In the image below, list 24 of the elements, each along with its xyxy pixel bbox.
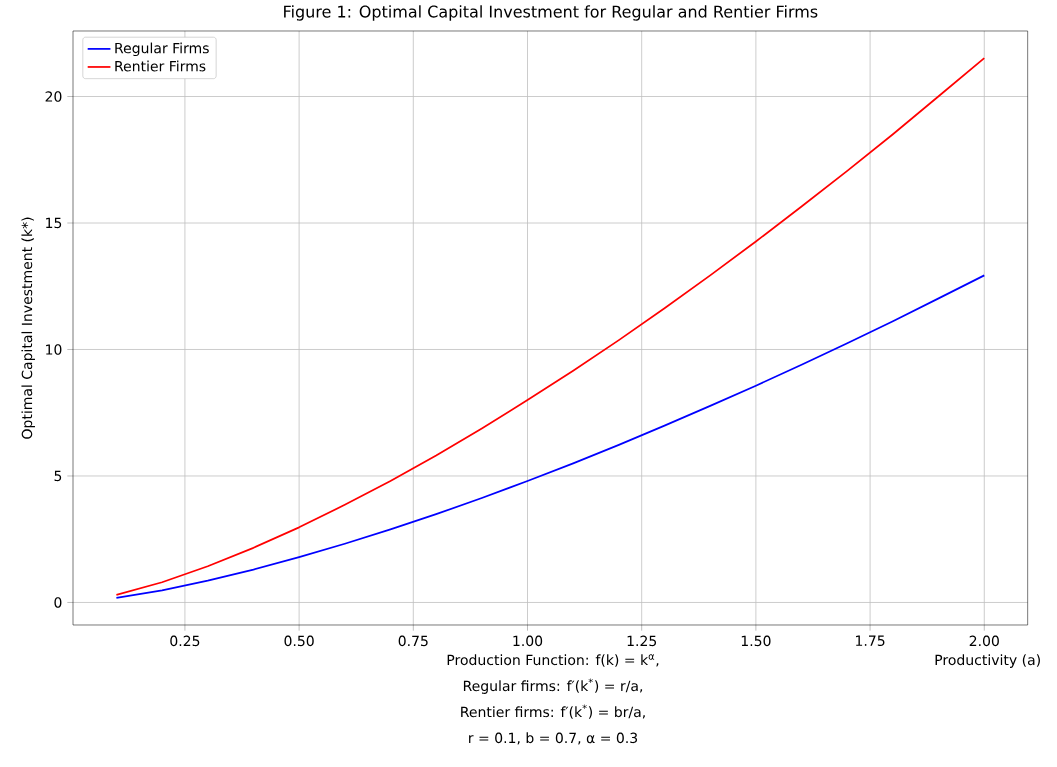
legend-label: Regular Firms xyxy=(115,42,209,57)
y-tick-label: 5 xyxy=(54,470,62,482)
y-tick-label: 10 xyxy=(46,344,62,355)
x-tick-label: 0.25 xyxy=(170,635,200,647)
x-tick-label: 2.00 xyxy=(969,635,999,647)
y-tick-label: 15 xyxy=(46,217,62,229)
y-tick-label: 0 xyxy=(54,597,62,608)
text: r = 0.1, b = 0.7, α = 0.3 xyxy=(469,732,638,745)
text: Regular firms: f′(k$^{*}$) = r/a, xyxy=(463,678,643,694)
x-tick-label: 1.50 xyxy=(741,635,771,647)
legend-label: Rentier Firms xyxy=(115,60,206,72)
line-series xyxy=(115,274,986,599)
text: Production Function: f(k) = k$^{α}$, xyxy=(447,654,659,667)
text: Rentier firms: f′(k$^{*}$) = br/a, xyxy=(461,704,645,719)
x-tick-label: 1.75 xyxy=(856,635,885,646)
x-tick-label: 1.00 xyxy=(513,635,543,647)
x-tick-label: 1.25 xyxy=(627,635,657,647)
x-tick-label: 0.75 xyxy=(398,635,428,647)
line-series xyxy=(115,57,986,596)
y-axis-title: Optimal Capital Investment (k*) xyxy=(21,217,35,439)
x-tick-label: 0.50 xyxy=(284,635,314,647)
chart-title: Figure 1: Optimal Capital Investment for Regular and Rentier Firms xyxy=(284,5,818,21)
y-tick-label: 20 xyxy=(45,91,62,102)
x-axis-title: Productivity (a) xyxy=(935,654,1040,668)
